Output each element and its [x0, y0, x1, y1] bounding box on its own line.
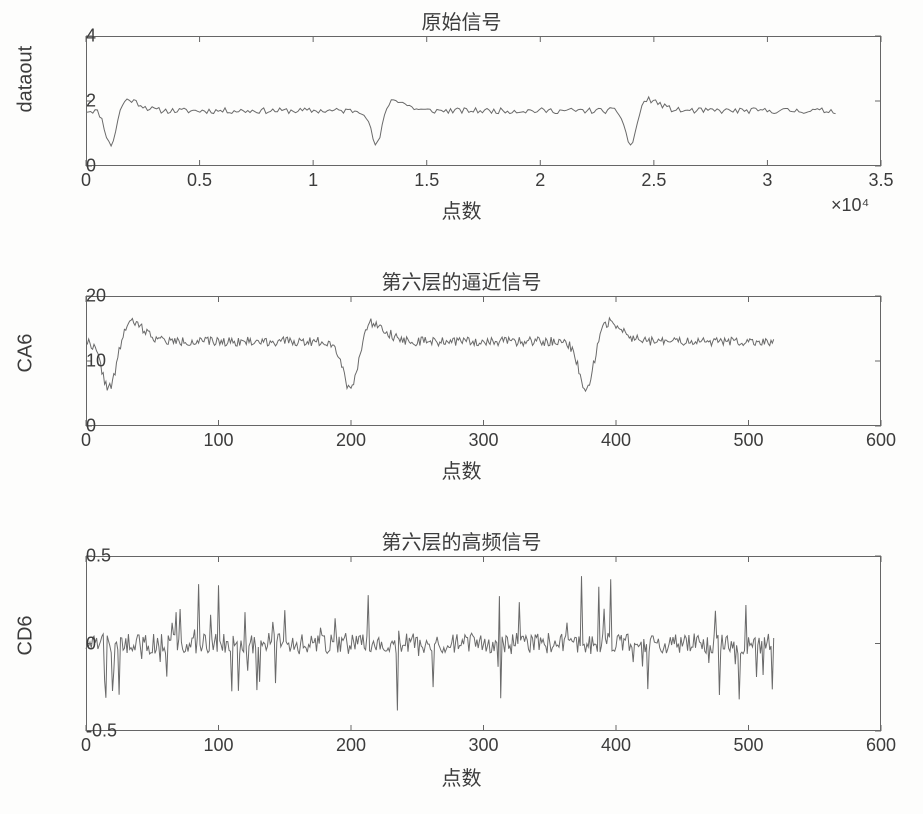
x-tick-label: 0.5 [187, 166, 212, 191]
signal-line [86, 318, 774, 391]
x-tick-label: 0 [81, 166, 91, 191]
x-tick-label: 0 [81, 731, 91, 756]
x-tick-label: 500 [733, 426, 763, 451]
y-tick-label: 10 [86, 351, 92, 372]
x-tick-label: 2.5 [641, 166, 666, 191]
x-tick-label: 2 [535, 166, 545, 191]
y-axis-label: dataout [15, 89, 38, 113]
x-tick-label: 600 [866, 731, 896, 756]
y-tick-label: 4 [86, 26, 92, 47]
x-axis-label: 点数 [0, 195, 923, 224]
x-tick-label: 3 [762, 166, 772, 191]
x-tick-label: 1 [308, 166, 318, 191]
x-tick-label: 100 [203, 426, 233, 451]
x-tick-label: 400 [601, 731, 631, 756]
x-tick-label: 1.5 [414, 166, 439, 191]
y-tick-label: 2 [86, 91, 92, 112]
y-tick-label: 0.5 [86, 546, 92, 567]
x-tick-label: 3.5 [868, 166, 893, 191]
y-tick-label: 20 [86, 286, 92, 307]
y-axis-label: CA6 [15, 349, 38, 373]
x-tick-label: 400 [601, 426, 631, 451]
x-tick-label: 500 [733, 731, 763, 756]
chart-svg [86, 36, 881, 166]
x-tick-label: 600 [866, 426, 896, 451]
x-axis-label: 点数 [0, 762, 923, 791]
y-tick-label: 0 [86, 633, 92, 654]
x-axis-label: 点数 [0, 455, 923, 484]
axis-exponent: ×10⁴ [831, 195, 869, 216]
x-tick-label: 200 [336, 731, 366, 756]
chart-svg [86, 296, 881, 426]
chart-title: 第六层的高频信号 [0, 526, 923, 555]
x-tick-label: 300 [468, 426, 498, 451]
x-tick-label: 100 [203, 731, 233, 756]
x-tick-label: 300 [468, 731, 498, 756]
chart-title: 原始信号 [0, 6, 923, 35]
chart-svg [86, 556, 881, 731]
signal-line [86, 576, 774, 710]
chart-title: 第六层的逼近信号 [0, 266, 923, 295]
signal-line [86, 97, 836, 146]
y-axis-label: CD6 [15, 631, 38, 655]
x-tick-label: 200 [336, 426, 366, 451]
figure: 原始信号dataout点数×10⁴02400.511.522.533.5第六层的… [0, 0, 923, 814]
x-tick-label: 0 [81, 426, 91, 451]
